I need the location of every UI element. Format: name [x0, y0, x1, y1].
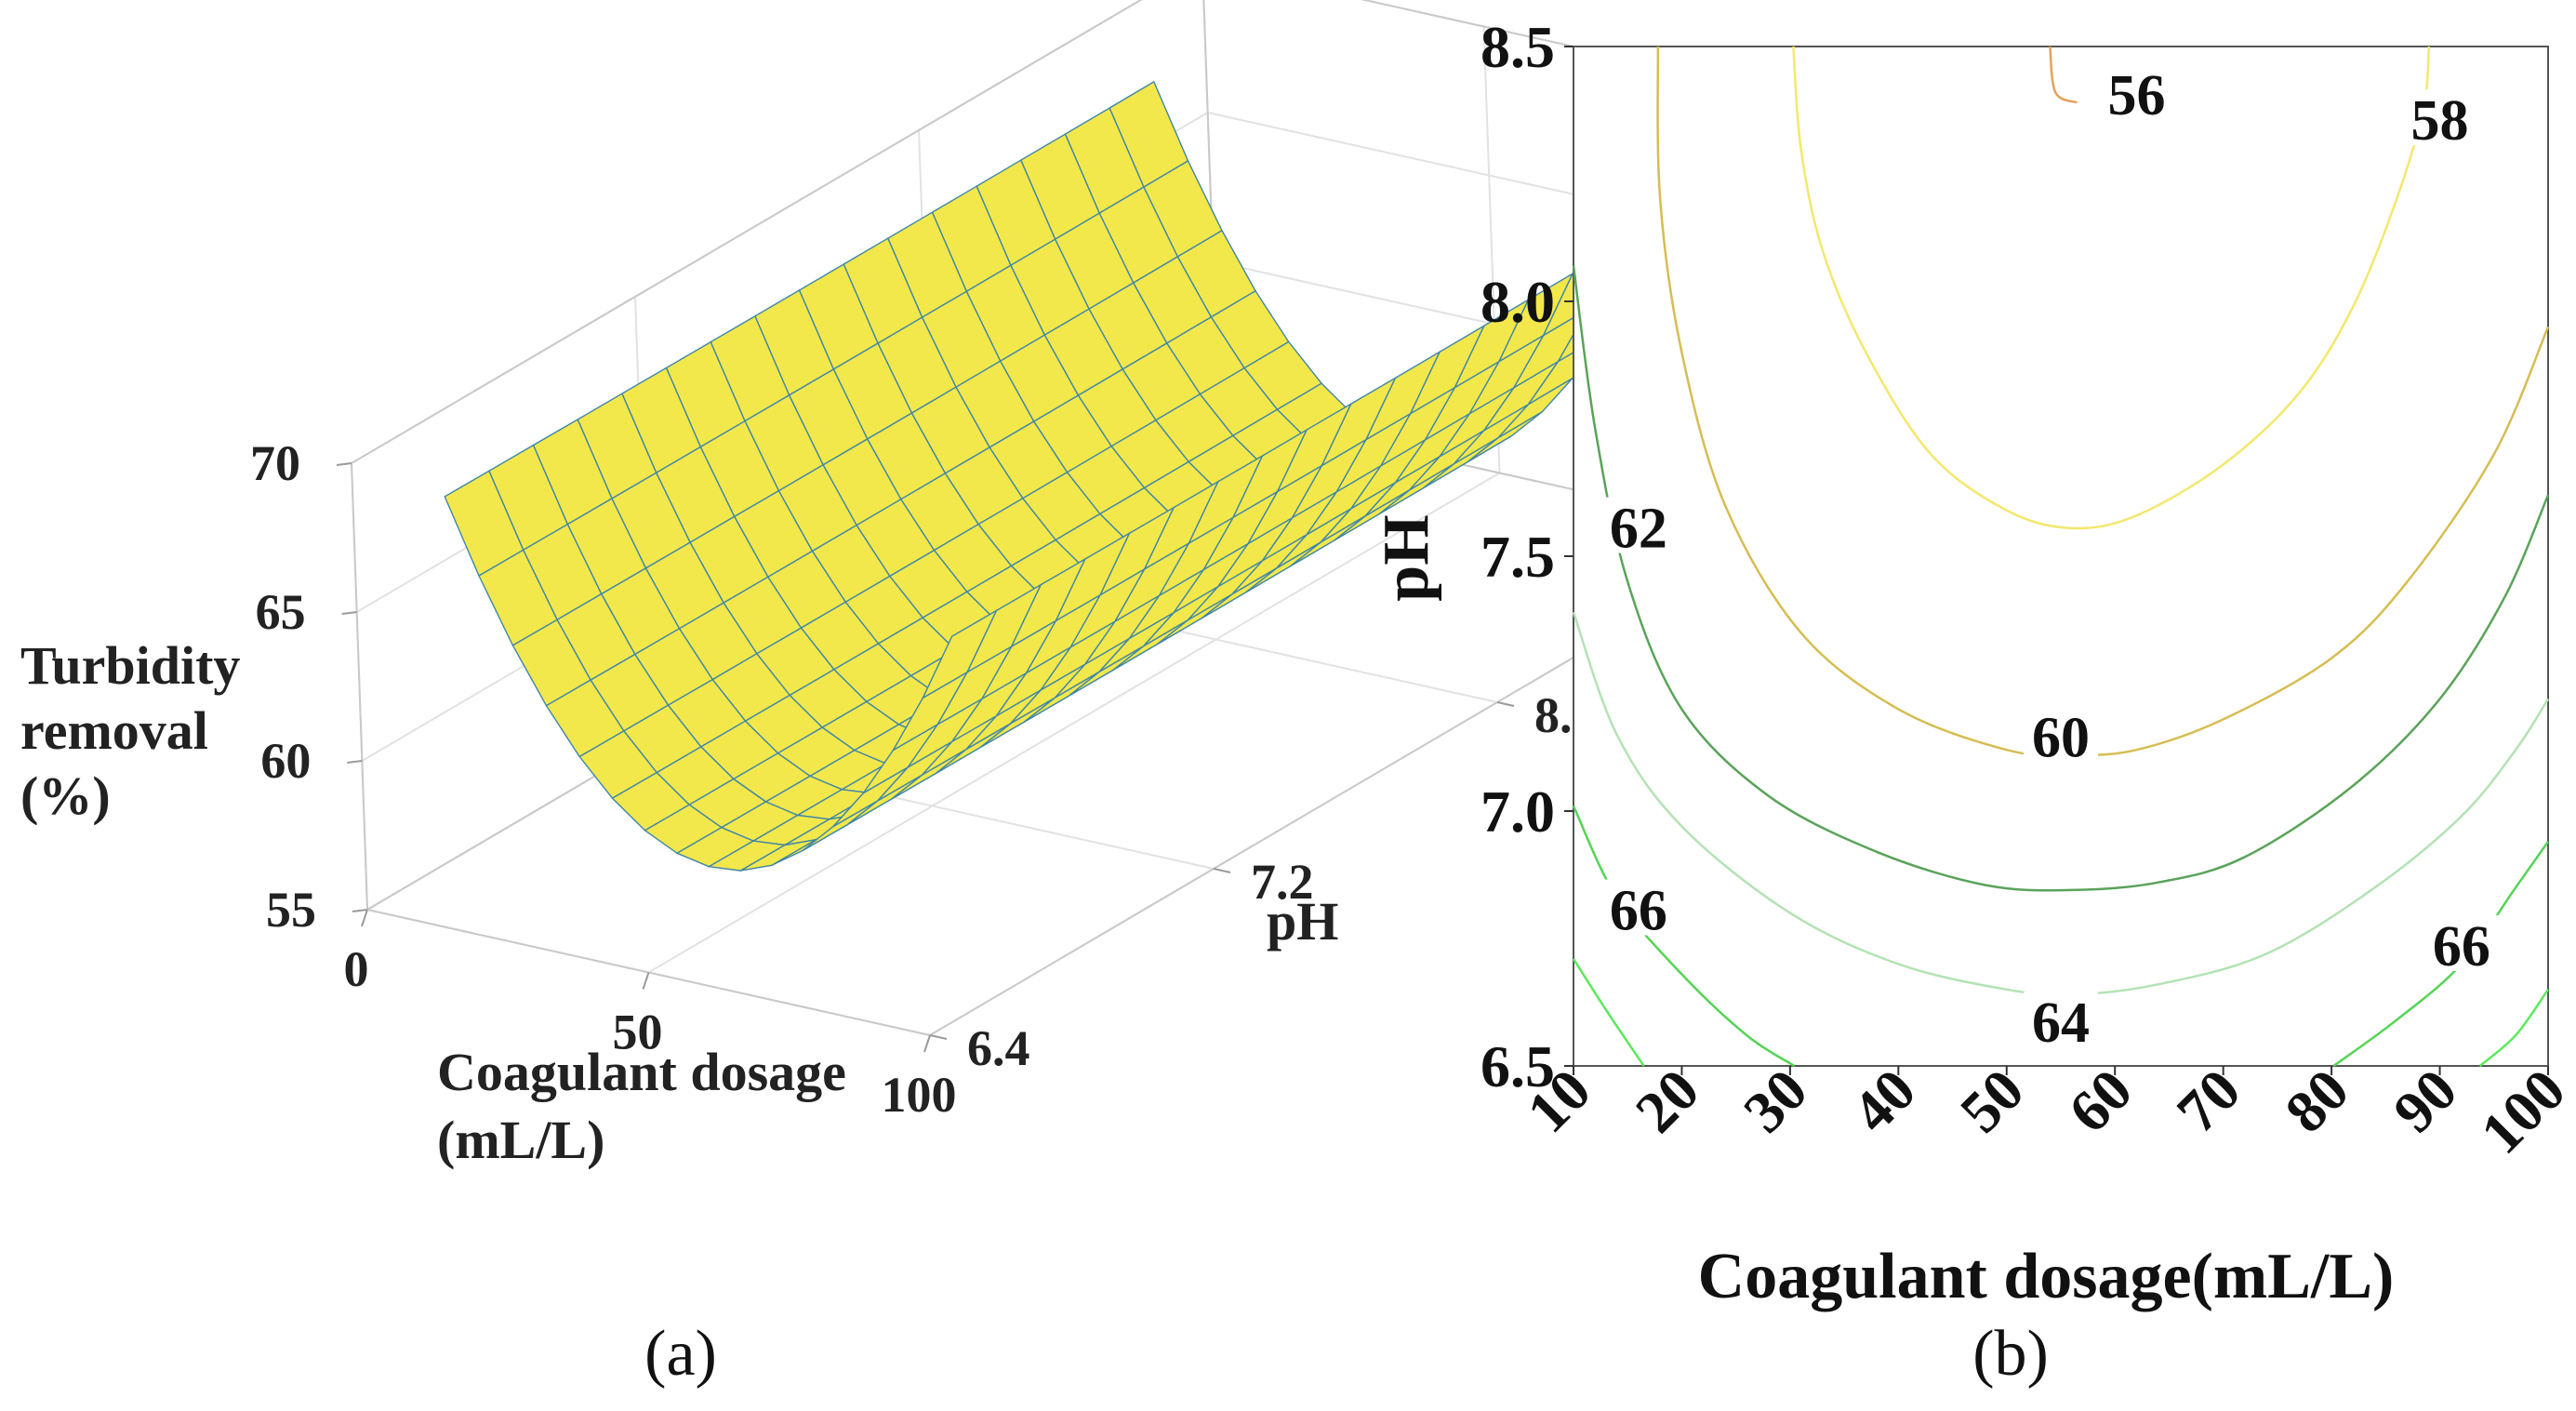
surface-z-axis-label-line-3: (%) — [20, 765, 111, 826]
surface-z-tick-label: 55 — [266, 882, 316, 938]
contour-level-label: 64 — [2032, 992, 2090, 1055]
surface-z-tick-label: 65 — [256, 584, 306, 640]
contour-y-tick-label: 7.0 — [1481, 779, 1555, 845]
surface-z-tick — [347, 760, 363, 764]
contour-level-labels: 56 58 60 62 64 66 66 — [1600, 63, 2499, 1055]
contour-label-background — [2024, 706, 2098, 763]
surface-z-tick — [336, 462, 352, 466]
contour-y-tick-label: 8.5 — [1481, 14, 1555, 80]
surface-mesh-cell — [921, 608, 998, 700]
contour-line-62 — [1572, 265, 2550, 892]
surface-z-axis-label-line-2: removal — [20, 700, 208, 761]
contour-y-axis-label: pH — [1371, 514, 1442, 601]
surface-x-tick — [361, 909, 368, 927]
contour-x-tick-label: 60 — [2056, 1057, 2144, 1145]
contour-level-label: 66 — [2433, 915, 2490, 978]
surface-x-tick — [923, 1034, 931, 1053]
contour-x-tick-label: 20 — [1623, 1057, 1711, 1145]
contour-x-tick-label: 90 — [2381, 1057, 2469, 1145]
contour-x-tick-label: 40 — [1839, 1057, 1928, 1145]
surface-x-axis-label-line-1: Coagulant dosage — [437, 1042, 846, 1102]
contour-level-label: 66 — [1610, 880, 1667, 943]
surface-x-tick-label: 0 — [344, 941, 369, 997]
surface-x-axis-label-line-2: (mL/L) — [437, 1110, 604, 1170]
panel-a-caption: (a) — [644, 1318, 717, 1390]
contour-level-label: 58 — [2411, 89, 2469, 153]
surface-z-tick-label: 60 — [260, 733, 311, 789]
contour-line-68 — [1572, 958, 1645, 1067]
contour-x-tick-label: 30 — [1731, 1057, 1819, 1145]
contour-x-tick-label: 50 — [1947, 1057, 2036, 1145]
contour-line-68 — [2478, 989, 2550, 1067]
contour-label-background — [2099, 63, 2174, 120]
response-surface — [444, 80, 1663, 872]
surface-y-tick-label: 6.4 — [967, 1020, 1030, 1076]
surface-y-tick — [1213, 868, 1231, 873]
surface-z-axis-label-line-1: Turbidity — [20, 635, 240, 696]
contour-y-tick-label: 7.5 — [1481, 524, 1555, 590]
contour-label-background — [1600, 497, 1676, 553]
contour-level-label: 62 — [1610, 498, 1667, 561]
surface-grid-line — [647, 472, 1501, 974]
contour-label-background — [1600, 879, 1676, 936]
surface-z-tick — [352, 909, 368, 912]
contour-x-tick-label: 80 — [2273, 1057, 2361, 1145]
contour-x-tick-label: 70 — [2164, 1057, 2252, 1145]
contour-line-56 — [2049, 46, 2078, 104]
surface-y-tick — [929, 1034, 948, 1040]
surface-box-edge — [351, 0, 1143, 464]
contour-line-60 — [1656, 46, 2550, 757]
surface-y-tick-label: 7.2 — [1251, 854, 1314, 910]
contour-plot-area — [1573, 46, 2549, 1067]
contour-y-tick-label: 6.5 — [1481, 1033, 1555, 1099]
contour-label-background — [2423, 914, 2499, 971]
surface-y-axis-label: pH — [1267, 891, 1338, 952]
surface-box-edge — [351, 462, 368, 911]
surface-z-tick-label: 70 — [250, 435, 300, 491]
contour-level-label: 56 — [2108, 64, 2166, 127]
surface-y-tick — [1496, 701, 1515, 707]
panel-b-caption: (b) — [1972, 1318, 2049, 1390]
contour-line-66 — [1572, 805, 1796, 1068]
contour-label-background — [2402, 89, 2477, 146]
surface-x-tick-label: 100 — [882, 1067, 957, 1123]
surface-x-tick-label: 50 — [613, 1005, 663, 1060]
contour-y-tick-label: 8.0 — [1481, 269, 1555, 335]
contour-label-background — [2024, 992, 2098, 1048]
surface-x-tick — [642, 972, 650, 990]
contour-x-axis-label: Coagulant dosage(mL/L) — [1698, 1241, 2395, 1312]
surface-z-tick — [341, 611, 357, 615]
contour-x-tick-label: 100 — [2468, 1057, 2576, 1166]
contour-line-58 — [1792, 46, 2431, 530]
contour-level-label: 60 — [2032, 706, 2090, 769]
